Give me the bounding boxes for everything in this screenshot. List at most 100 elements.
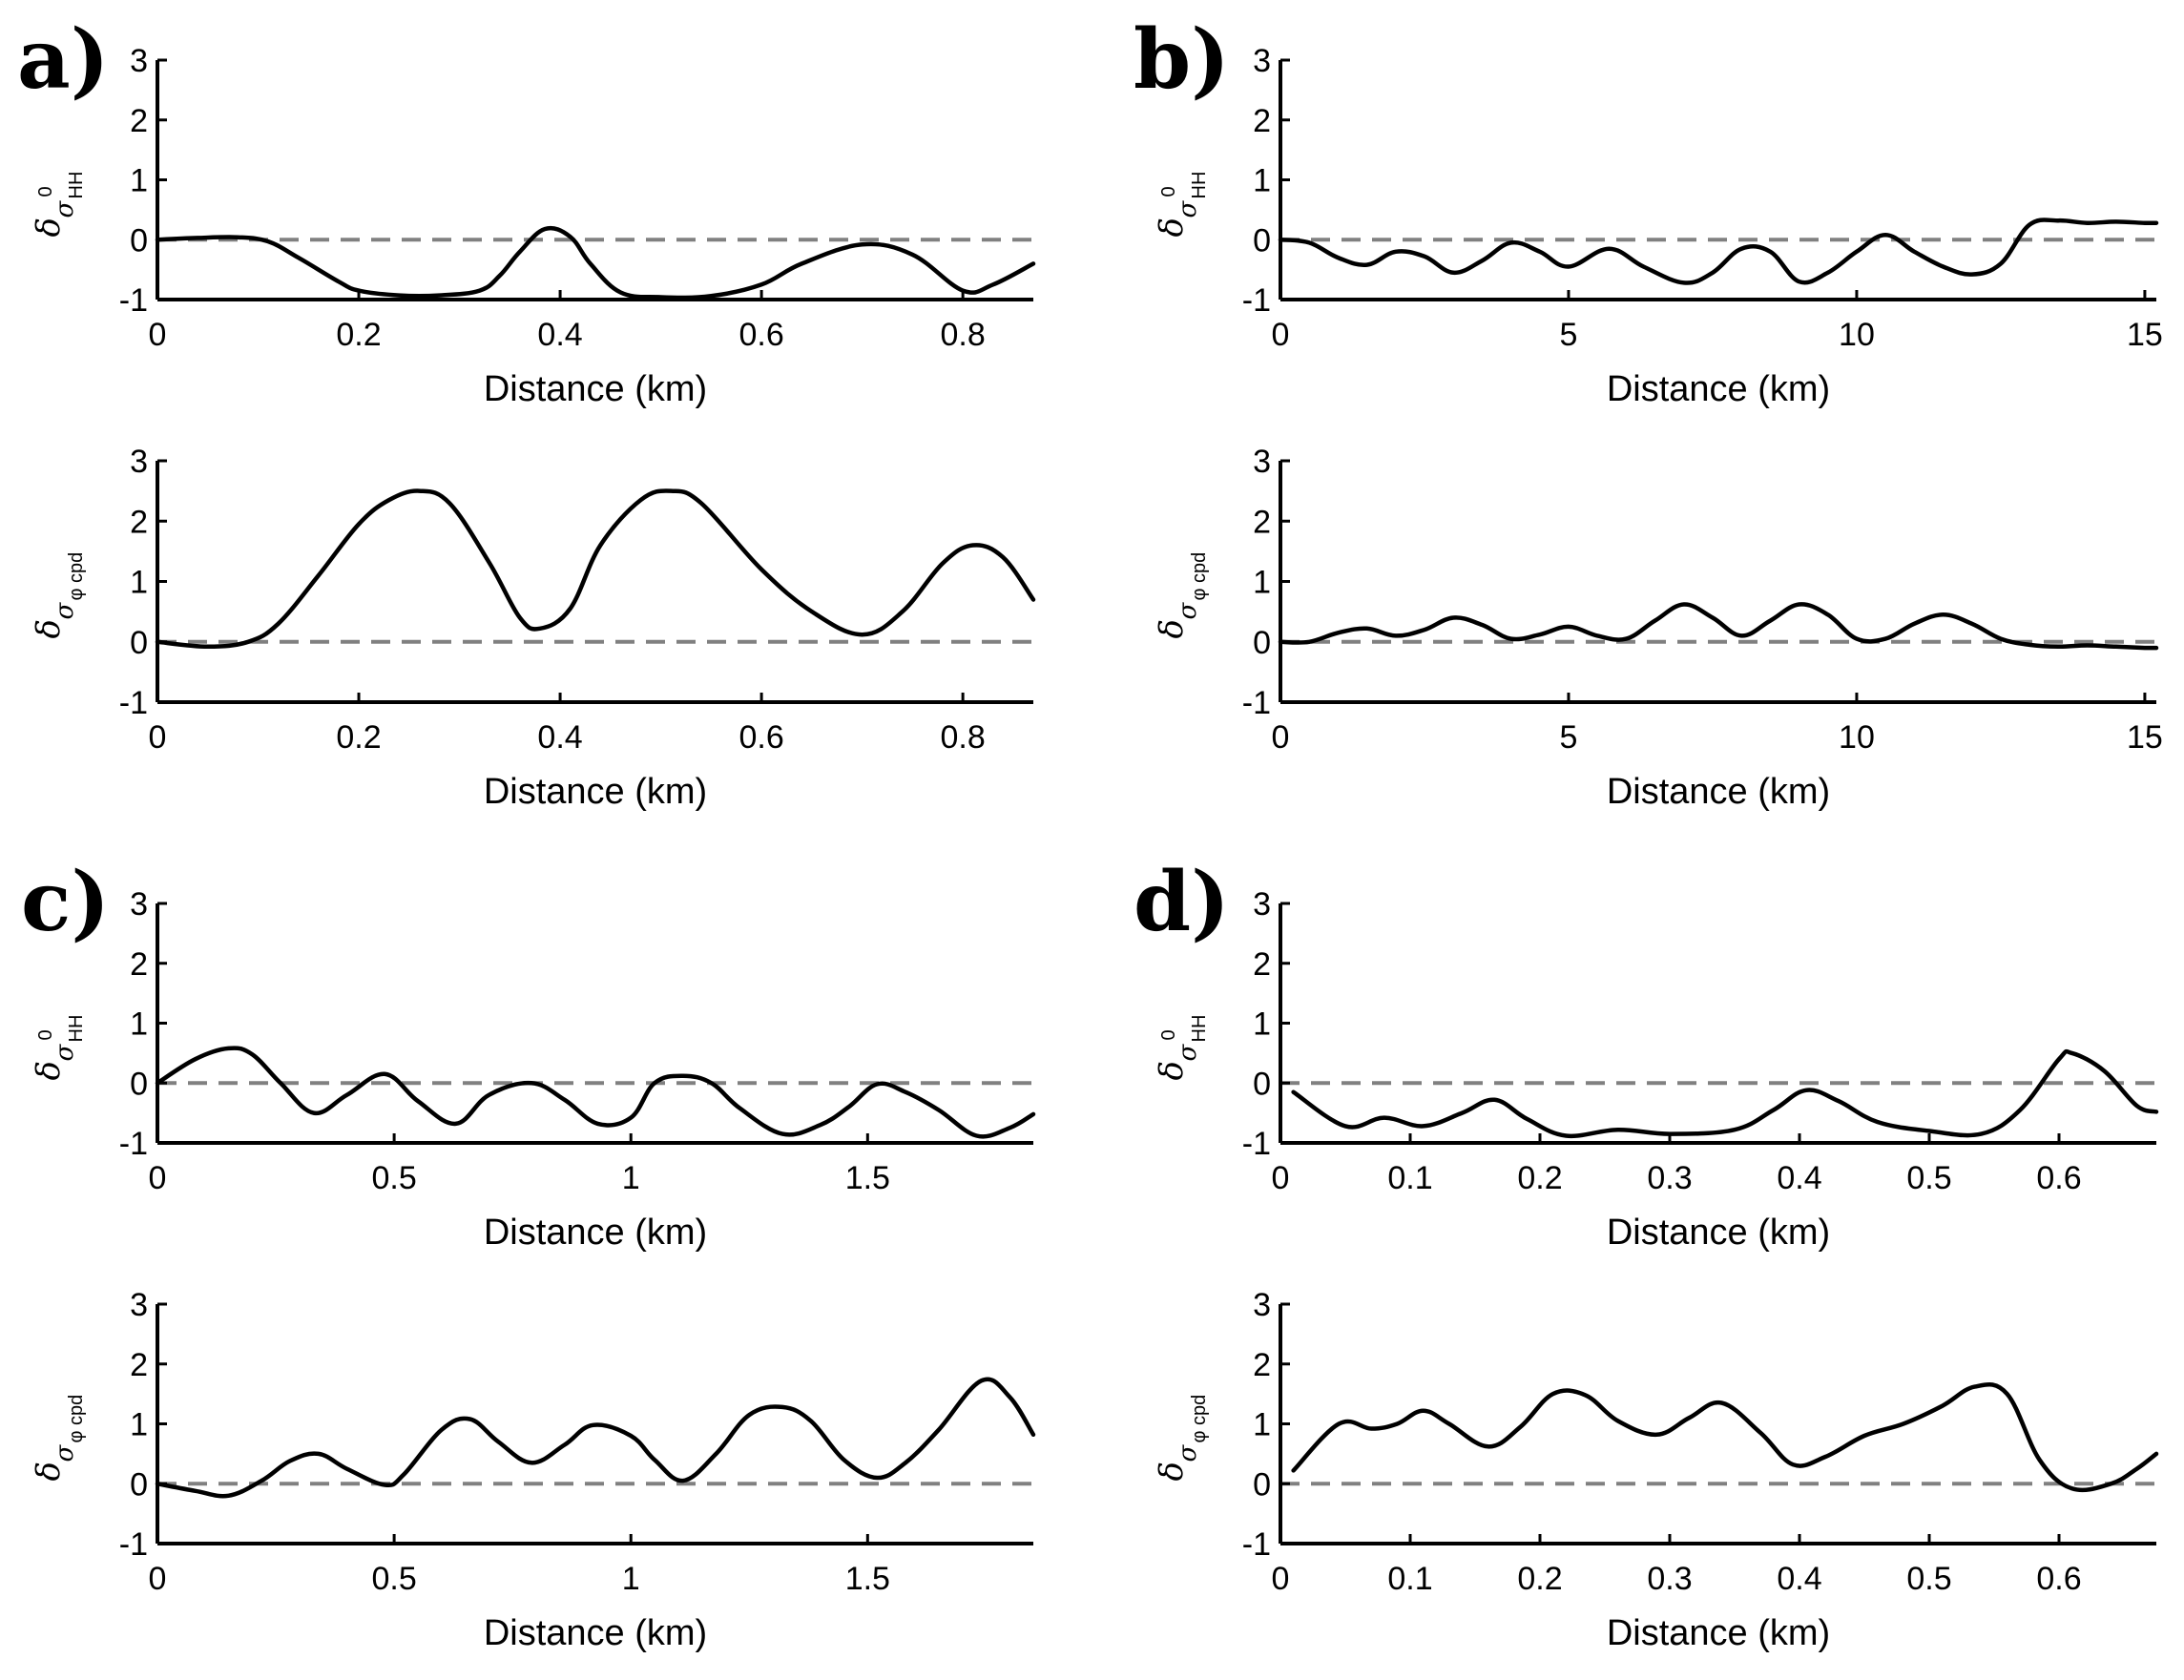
x-tick-label: 0 [149,1160,167,1196]
y-tick-label: -1 [119,1526,148,1563]
y-tick-label: 1 [1253,1006,1271,1043]
series-line-profile [155,488,1036,650]
x-tick-label: 0 [149,317,167,353]
y-label-subscript: φ cpd [66,552,87,601]
x-axis-label: Distance (km) [484,1613,707,1653]
y-tick-label: 3 [130,886,148,923]
y-label-subscript: φ cpd [1189,1395,1210,1443]
panel-label-b: b) [1134,11,1230,108]
x-axis-label: Distance (km) [1607,1213,1830,1253]
y-tick-label: 0 [130,1466,148,1503]
x-tick-label: 10 [1839,317,1875,353]
x-tick-label: 0.3 [1647,1160,1692,1196]
y-label-delta: δ [1153,1462,1191,1481]
x-tick-label: 15 [2127,719,2163,756]
y-axis-label: δσφ cpd [30,1395,87,1482]
x-tick-label: 10 [1839,719,1875,756]
y-tick-label: 3 [130,43,148,79]
x-tick-label: 0.2 [336,317,381,353]
y-label-superscript: 0 [1158,1029,1179,1040]
y-tick-label: 1 [1253,1407,1271,1443]
x-tick-label: 0 [1272,317,1290,353]
y-tick-label: 3 [1253,886,1271,923]
y-tick-label: 0 [130,222,148,259]
x-axis-label: Distance (km) [1607,1613,1830,1653]
x-axis-label: Distance (km) [484,772,707,812]
y-tick-label: 0 [1253,222,1271,259]
series-line-profile [1291,1382,2159,1493]
y-tick-label: 3 [130,1287,148,1323]
x-tick-label: 0.8 [941,719,986,756]
x-tick-label: 0.6 [2036,1160,2081,1196]
x-tick-label: 0 [149,1561,167,1597]
x-tick-label: 0.1 [1387,1561,1432,1597]
y-tick-label: 0 [1253,1466,1271,1503]
y-tick-label: 2 [130,1347,148,1383]
y-tick-label: 0 [1253,625,1271,661]
y-tick-label: 1 [130,1006,148,1043]
y-tick-label: 0 [130,625,148,661]
x-tick-label: 0.3 [1647,1561,1692,1597]
x-tick-label: 0.5 [1906,1561,1951,1597]
y-tick-label: 0 [130,1066,148,1102]
y-tick-label: -1 [1242,282,1271,319]
y-tick-label: 1 [130,163,148,199]
y-label-sigma: σ [1174,200,1202,218]
y-axis-label: δσφ cpd [30,552,87,639]
y-tick-label: 2 [130,504,148,540]
series-line-profile [155,1377,1036,1499]
y-tick-label: 2 [1253,1347,1271,1383]
y-label-superscript: 0 [35,1029,56,1040]
x-tick-label: 0.8 [941,317,986,353]
y-axis-label: δσ 0 HH [30,172,87,238]
series-line-profile [1278,602,2159,651]
y-label-subscript: HH [1189,1015,1210,1043]
y-axis-label: δσ 0 HH [1153,172,1210,238]
y-label-subscript: HH [66,1015,87,1043]
y-tick-label: -1 [119,1126,148,1162]
x-tick-label: 0.2 [1517,1160,1562,1196]
x-tick-label: 1.5 [845,1561,890,1597]
y-tick-label: 1 [1253,565,1271,601]
x-tick-label: 0.5 [1906,1160,1951,1196]
series-line-profile [155,225,1036,301]
y-label-delta: δ [30,1462,68,1481]
y-axis-label: δσ 0 HH [1153,1015,1210,1081]
series-line-profile [1278,218,2159,285]
y-tick-label: 1 [130,1407,148,1443]
y-label-subscript: HH [1189,172,1210,199]
y-tick-label: 2 [1253,103,1271,139]
x-tick-label: 5 [1560,719,1578,756]
x-tick-label: 0 [149,719,167,756]
x-tick-label: 0.2 [1517,1561,1562,1597]
panel-label-a: a) [17,11,109,108]
x-tick-label: 0.4 [537,317,582,353]
y-tick-label: 3 [1253,444,1271,480]
x-axis-label: Distance (km) [1607,772,1830,812]
y-tick-label: 3 [1253,43,1271,79]
x-tick-label: 1 [622,1561,640,1597]
y-tick-label: -1 [1242,685,1271,721]
x-tick-label: 0.5 [371,1561,416,1597]
y-label-superscript: 0 [35,186,56,197]
y-label-subscript: φ cpd [1189,552,1210,601]
y-label-sigma: σ [51,602,79,620]
y-tick-label: 3 [1253,1287,1271,1323]
y-label-sigma: σ [51,200,79,218]
series-line-profile [155,1046,1036,1139]
y-label-subscript: φ cpd [66,1395,87,1443]
y-label-sigma: σ [1174,602,1202,620]
x-tick-label: 0 [1272,719,1290,756]
x-tick-label: 0.2 [336,719,381,756]
x-tick-label: 1.5 [845,1160,890,1196]
y-tick-label: -1 [1242,1126,1271,1162]
panel-label-d: d) [1134,854,1230,950]
y-label-sigma: σ [1174,1044,1202,1062]
